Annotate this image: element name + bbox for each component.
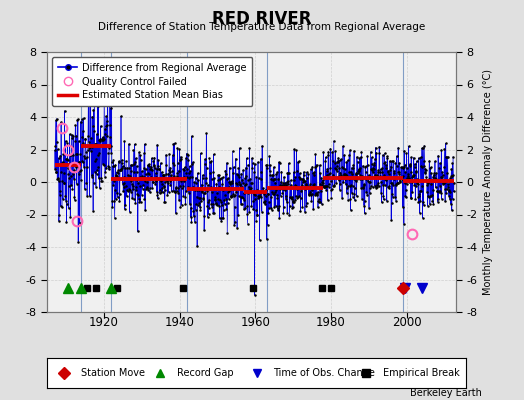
- Text: Record Gap: Record Gap: [177, 368, 234, 378]
- Text: Difference of Station Temperature Data from Regional Average: Difference of Station Temperature Data f…: [99, 22, 425, 32]
- Text: Station Move: Station Move: [81, 368, 145, 378]
- Text: 1920: 1920: [89, 316, 119, 329]
- Legend: Difference from Regional Average, Quality Control Failed, Estimated Station Mean: Difference from Regional Average, Qualit…: [52, 57, 253, 106]
- Text: Empirical Break: Empirical Break: [383, 368, 459, 378]
- Text: 2000: 2000: [392, 316, 421, 329]
- Text: 1980: 1980: [316, 316, 346, 329]
- Y-axis label: Monthly Temperature Anomaly Difference (°C): Monthly Temperature Anomaly Difference (…: [483, 69, 493, 295]
- Text: Berkeley Earth: Berkeley Earth: [410, 388, 482, 398]
- Text: 1940: 1940: [165, 316, 194, 329]
- Text: 1960: 1960: [241, 316, 270, 329]
- Text: RED RIVER: RED RIVER: [212, 10, 312, 28]
- Text: Time of Obs. Change: Time of Obs. Change: [274, 368, 375, 378]
